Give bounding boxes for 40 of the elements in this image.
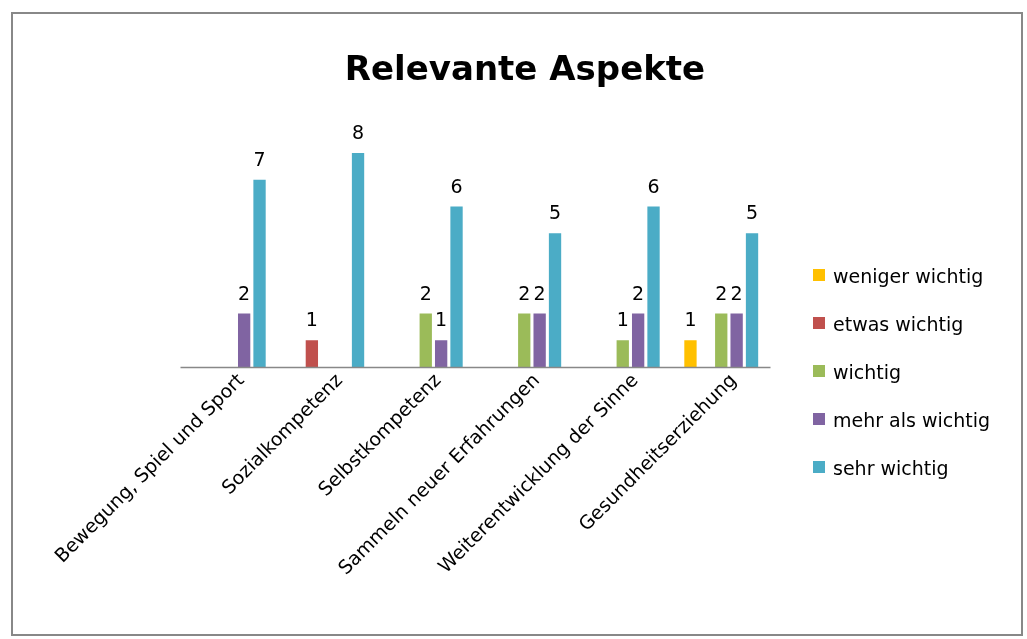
data-label: 2 xyxy=(730,281,743,304)
chart-title: Relevante Aspekte xyxy=(344,48,706,88)
data-label: 6 xyxy=(450,174,463,197)
bar xyxy=(518,313,531,367)
legend-label: wichtig xyxy=(833,360,902,383)
bar xyxy=(684,340,697,367)
bar xyxy=(730,313,743,367)
data-label: 1 xyxy=(684,308,697,331)
bar xyxy=(450,206,463,367)
bar xyxy=(631,313,645,367)
data-label: 1 xyxy=(435,308,448,331)
bar xyxy=(715,313,728,367)
bar xyxy=(419,313,432,367)
bar xyxy=(434,340,448,367)
bar xyxy=(647,206,660,367)
legend-label: weniger wichtig xyxy=(833,264,984,287)
bar xyxy=(745,233,759,367)
data-label: 1 xyxy=(305,308,318,331)
data-label: 2 xyxy=(518,281,531,304)
bar xyxy=(548,233,562,367)
data-label: 5 xyxy=(745,201,759,224)
data-label: 2 xyxy=(419,281,432,304)
bar xyxy=(351,153,365,367)
data-label: 2 xyxy=(715,281,728,304)
legend-label: etwas wichtig xyxy=(833,312,964,335)
data-label: 8 xyxy=(351,121,365,143)
data-label: 5 xyxy=(548,201,562,224)
bar xyxy=(533,313,546,367)
data-label: 1 xyxy=(616,308,629,331)
data-label: 2 xyxy=(533,281,546,304)
bar xyxy=(237,313,251,367)
legend-label: mehr als wichtig xyxy=(833,408,991,431)
bar xyxy=(253,179,266,367)
bar xyxy=(616,340,629,367)
data-label: 2 xyxy=(632,281,645,304)
data-label: 6 xyxy=(647,174,660,197)
legend-label: sehr wichtig xyxy=(833,456,949,479)
bar xyxy=(305,340,319,367)
data-label: 2 xyxy=(238,281,251,304)
data-label: 7 xyxy=(253,147,266,170)
